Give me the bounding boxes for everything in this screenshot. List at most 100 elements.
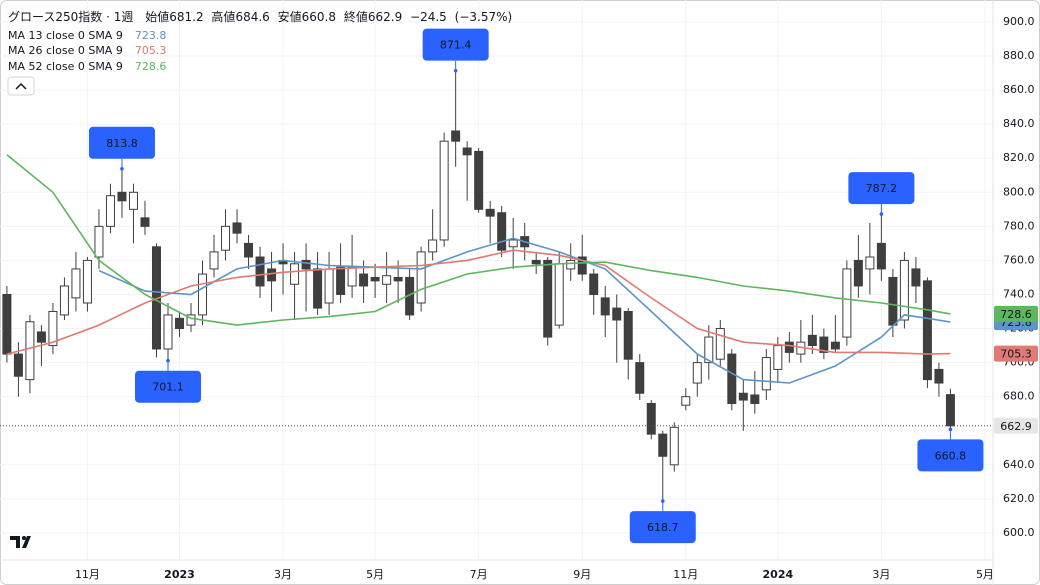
callout-label: 813.8 xyxy=(106,137,138,150)
candle-body xyxy=(922,280,932,381)
y-tick-label: 860.0 xyxy=(1003,83,1035,96)
candle-body xyxy=(439,140,449,241)
candle-body xyxy=(658,433,668,457)
ma-line xyxy=(6,154,951,326)
collapse-icon xyxy=(15,82,27,90)
candle-body xyxy=(267,268,277,282)
candle-body xyxy=(451,130,461,142)
logo xyxy=(10,536,31,548)
candle-body xyxy=(773,345,783,370)
candle-body xyxy=(462,147,472,156)
ohlc-value: 681.2 xyxy=(169,10,203,24)
logo-mark xyxy=(10,536,31,548)
y-tick-label: 760.0 xyxy=(1003,253,1035,266)
y-tick-label: 800.0 xyxy=(1003,185,1035,198)
candle-body xyxy=(531,259,541,265)
candle-body xyxy=(128,191,138,210)
candle-body xyxy=(934,368,944,384)
candle-body xyxy=(842,268,852,338)
candle-body xyxy=(704,336,714,364)
candle-body xyxy=(359,273,369,287)
candle-body xyxy=(94,225,104,258)
candle-body xyxy=(474,150,484,210)
overlay: グロース250指数 · 1週 始値681.2 高値684.6 安値660.8 終… xyxy=(7,9,512,548)
chart-title: グロース250指数 · 1週 xyxy=(8,9,133,24)
candle-body xyxy=(543,259,553,338)
candle-body xyxy=(738,392,748,401)
callout-box xyxy=(917,439,984,472)
ma-line xyxy=(6,249,951,355)
ma-name: MA 52 close 0 SMA 9 xyxy=(8,60,123,73)
price-badge-box xyxy=(994,417,1038,434)
candle-body xyxy=(290,263,300,285)
ma-name: MA 26 close 0 SMA 9 xyxy=(8,44,123,57)
collapse-button-box[interactable] xyxy=(7,76,35,96)
candle-body xyxy=(71,268,81,299)
ma-badge: 705.3 xyxy=(1000,348,1032,361)
change-pct: (−3.57%) xyxy=(455,10,513,24)
y-tick-label: 600.0 xyxy=(1003,526,1035,539)
candle-body xyxy=(301,259,311,270)
ma-value: 723.8 xyxy=(135,29,167,42)
candle-body xyxy=(174,317,184,330)
candle-body xyxy=(876,242,886,270)
y-tick-label: 880.0 xyxy=(1003,49,1035,62)
candle-body xyxy=(117,191,127,202)
y-tick-label: 740.0 xyxy=(1003,287,1035,300)
candle-body xyxy=(82,259,92,304)
candle-body xyxy=(198,273,208,316)
candle-body xyxy=(727,353,737,404)
candle-body xyxy=(393,276,403,282)
header: グロース250指数 · 1週 始値681.2 高値684.6 安値660.8 終… xyxy=(8,9,512,24)
ohlc-label: 安値 xyxy=(278,9,302,24)
ma-legend: MA 52 close 0 SMA 9 728.6 xyxy=(8,60,166,73)
x-tick-label: 5月 xyxy=(976,568,994,581)
candle-body xyxy=(911,268,921,287)
callout-label: 871.4 xyxy=(440,39,472,52)
ohlc-label: 始値 xyxy=(145,9,169,24)
candle-body xyxy=(221,225,231,251)
y-tick-label: 900.0 xyxy=(1003,15,1035,28)
x-tick-label: 2023 xyxy=(164,568,195,581)
y-tick-label: 840.0 xyxy=(1003,117,1035,130)
ohlc-value: 684.6 xyxy=(235,10,269,24)
ohlc-value: 662.9 xyxy=(368,10,402,24)
ma-line xyxy=(98,237,951,384)
candle-body xyxy=(370,276,380,282)
x-tick-label: 11月 xyxy=(75,568,100,581)
candle-body xyxy=(681,396,691,406)
candle-body xyxy=(232,222,242,234)
candle-body xyxy=(105,195,115,227)
ma-value: 728.6 xyxy=(135,60,167,73)
candle-body xyxy=(945,394,955,427)
candle-body xyxy=(750,394,760,404)
candle-body xyxy=(865,256,875,270)
candle-body xyxy=(140,217,150,227)
candle-body xyxy=(600,297,610,316)
ma-legend: MA 26 close 0 SMA 9 705.3 xyxy=(8,44,166,57)
candle-body xyxy=(336,266,346,295)
change: −24.5 xyxy=(410,10,447,24)
x-tick-label: 7月 xyxy=(470,568,488,581)
candle-body xyxy=(59,285,69,316)
x-tick-label: 3月 xyxy=(274,568,292,581)
ohlc-label: 高値 xyxy=(211,9,235,24)
candle-body xyxy=(382,275,392,285)
candle-body xyxy=(853,259,863,287)
candle-body xyxy=(635,362,645,394)
candle-body xyxy=(186,314,196,326)
ohlc-label: 終値 xyxy=(344,9,368,24)
ma-name: MA 13 close 0 SMA 9 xyxy=(8,29,123,42)
candle-body xyxy=(589,273,599,295)
callout-box xyxy=(629,511,696,544)
candle-body xyxy=(899,259,909,321)
x-tick-label: 5月 xyxy=(366,568,384,581)
price-badge: 662.9 xyxy=(1000,420,1032,433)
candle-body xyxy=(347,266,357,287)
candle-body xyxy=(669,426,679,466)
collapse-button[interactable] xyxy=(7,76,35,96)
logo-dot xyxy=(22,536,26,540)
candle-body xyxy=(244,242,254,258)
candle-body xyxy=(715,328,725,360)
